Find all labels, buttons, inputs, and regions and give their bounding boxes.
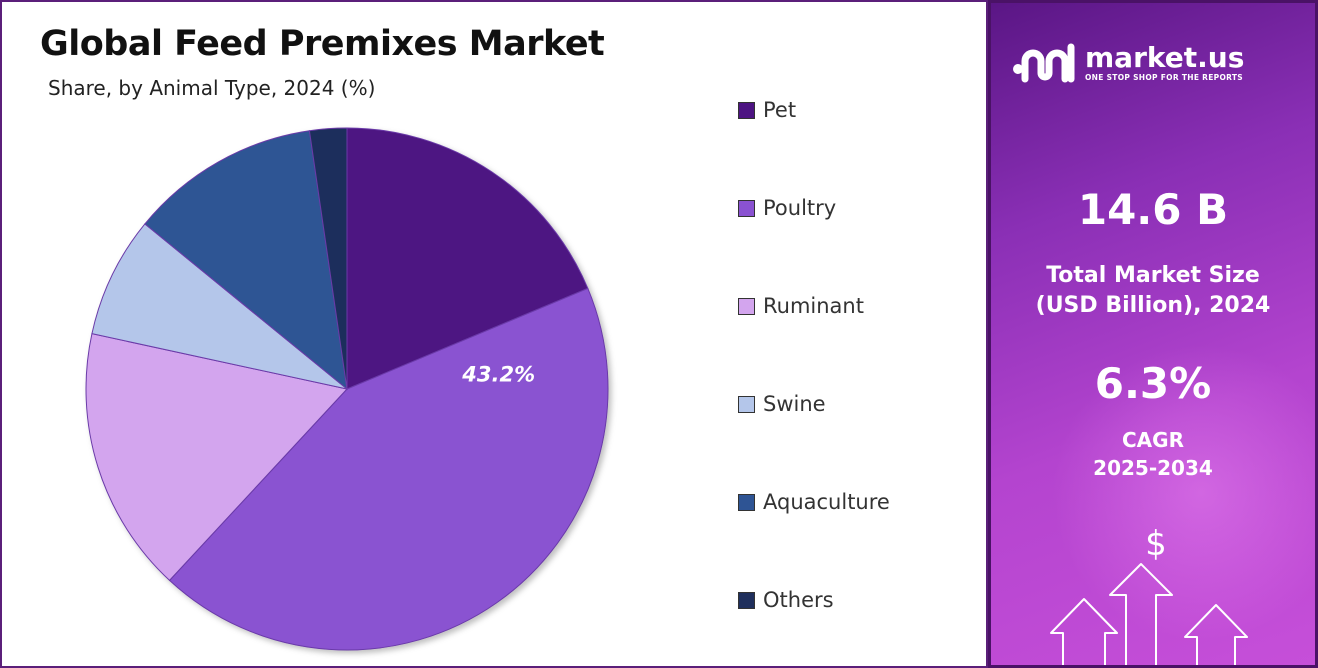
market-size-label-line1: Total Market Size — [1046, 263, 1260, 288]
pie-slice-others — [308, 127, 348, 390]
legend-item-poultry: Poultry — [738, 196, 836, 220]
legend-item-ruminant: Ruminant — [738, 294, 864, 318]
background-glow — [1051, 343, 1315, 643]
pie-slice-pet — [346, 127, 589, 390]
up-arrow-icon — [1184, 604, 1248, 665]
legend-label: Swine — [763, 392, 826, 416]
pie-chart: 43.2% — [85, 127, 609, 651]
legend-swatch — [738, 493, 755, 511]
brand-tagline: ONE STOP SHOP FOR THE REPORTS — [1085, 72, 1243, 82]
pie-slice-poultry — [168, 287, 609, 651]
legend-swatch — [738, 297, 755, 315]
legend-swatch — [738, 591, 755, 609]
chart-title: Global Feed Premixes Market — [40, 24, 605, 64]
legend-swatch — [738, 101, 755, 119]
legend-item-swine: Swine — [738, 392, 826, 416]
legend-label: Aquaculture — [763, 490, 890, 514]
data-label-poultry: 43.2% — [461, 363, 535, 387]
up-arrow-icon — [1109, 563, 1173, 665]
market-size-value: 14.6 B — [1077, 185, 1229, 234]
pie-slice-aquaculture — [144, 130, 348, 391]
side-panel: market.us ONE STOP SHOP FOR THE REPORTS … — [988, 0, 1318, 668]
legend-label: Others — [763, 588, 834, 612]
cagr-label-line2: 2025-2034 — [1093, 456, 1213, 480]
brand-name: market.us — [1085, 40, 1245, 74]
legend-label: Poultry — [763, 196, 837, 220]
market-us-logo-icon — [1013, 43, 1075, 83]
up-arrow-icon — [1050, 598, 1118, 665]
legend-item-aquaculture: Aquaculture — [738, 490, 890, 514]
legend-item-pet: Pet — [738, 98, 796, 122]
legend-label: Ruminant — [763, 294, 864, 318]
chart-subtitle: Share, by Animal Type, 2024 (%) — [48, 76, 376, 100]
growth-decoration: $ — [1050, 524, 1248, 665]
pie-slice-ruminant — [85, 333, 348, 582]
cagr-value: 6.3% — [1094, 359, 1212, 408]
market-size-label-line2: (USD Billion), 2024 — [1035, 293, 1271, 318]
legend-item-others: Others — [738, 588, 834, 612]
legend-swatch — [738, 199, 755, 217]
cagr-label-line1: CAGR — [1122, 428, 1184, 452]
legend-swatch — [738, 395, 755, 413]
legend-label: Pet — [763, 98, 797, 122]
chart-panel: Global Feed Premixes Market Share, by An… — [0, 0, 988, 668]
pie-slice-swine — [91, 223, 348, 390]
dollar-icon: $ — [1145, 524, 1167, 564]
brand: market.us ONE STOP SHOP FOR THE REPORTS — [1011, 39, 1244, 85]
